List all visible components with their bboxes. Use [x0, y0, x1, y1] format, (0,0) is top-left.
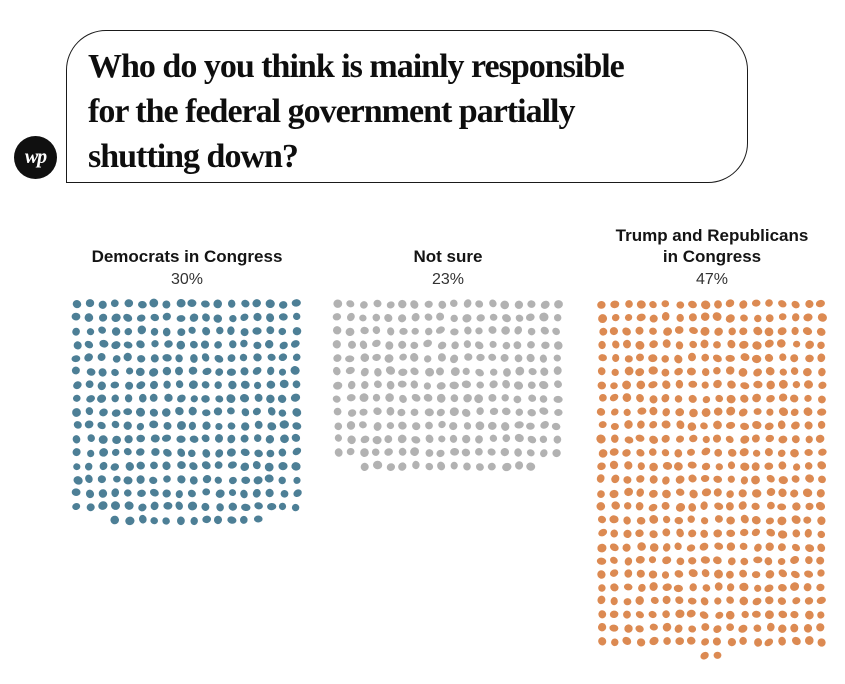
question-line: Who do you think is mainly responsible: [88, 48, 625, 85]
question-line: for the federal government partially: [88, 93, 575, 130]
group-label: Democrats in Congress: [91, 247, 283, 266]
chart-group-not-sure: Not sure 23%: [331, 211, 565, 473]
group-percent: 23%: [431, 271, 465, 288]
chart-group-trump-republicans: Trump and Republicans in Congress 47%: [595, 211, 829, 662]
dot-chart: Democrats in Congress 30% Not sure 23% T…: [0, 211, 845, 684]
wp-logo-text: wp: [24, 146, 47, 168]
group-percent: 47%: [695, 271, 729, 288]
group-header: Democrats in Congress 30%: [70, 211, 304, 297]
question-line: shutting down?: [88, 138, 299, 175]
dot-grid-not-sure: [332, 299, 563, 472]
group-header: Trump and Republicans in Congress 47%: [595, 211, 829, 297]
question-bubble: Who do you think is mainly responsible f…: [66, 30, 748, 183]
dot-grid-democrats: [71, 298, 302, 526]
washington-post-logo-icon: wp: [14, 136, 57, 179]
group-header: Not sure 23%: [331, 211, 565, 297]
group-label: Not sure: [413, 247, 483, 266]
group-label: Trump and Republicans in Congress: [615, 226, 809, 266]
group-percent: 30%: [170, 271, 204, 288]
dot-grid-trump-republicans: [596, 299, 827, 660]
chart-group-democrats: Democrats in Congress 30%: [70, 211, 304, 527]
